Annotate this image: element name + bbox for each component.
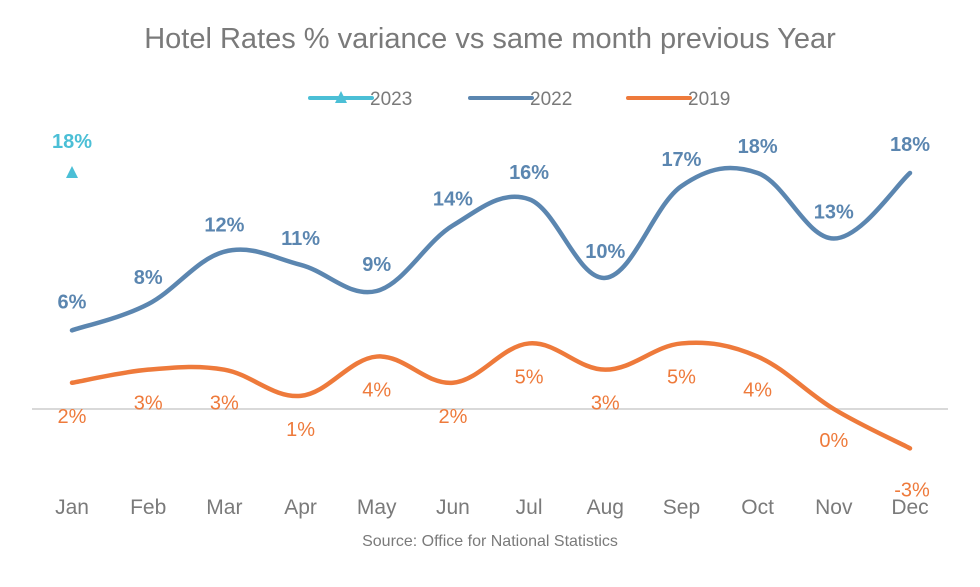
legend-marker-triangle-icon [335, 91, 347, 103]
data-label-2019-jan: 2% [58, 406, 87, 428]
data-label-2022-mar: 12% [204, 215, 244, 237]
x-tick-aug: Aug [587, 496, 624, 519]
data-label-2022-nov: 13% [814, 202, 854, 224]
data-label-2022-aug: 10% [585, 241, 625, 263]
series-layer [66, 165, 913, 451]
data-label-2019-jun: 2% [438, 406, 467, 428]
data-label-2022-jun: 14% [433, 188, 473, 210]
x-axis-ticks: Jan Feb Mar Apr May Jun Jul Aug Sep Oct Nov Dec [55, 496, 929, 519]
data-label-2022-may: 9% [362, 254, 391, 276]
data-label-2022-dec: 18% [890, 134, 930, 156]
data-label-2019-aug: 3% [591, 393, 620, 415]
x-tick-jun: Jun [436, 496, 470, 519]
point-2023-jan [66, 166, 78, 178]
chart-title: Hotel Rates % variance vs same month pre… [144, 23, 836, 55]
data-label-2023-jan: 18% [52, 131, 92, 153]
legend-item-2019: 2019 [626, 89, 730, 110]
x-tick-jul: Jul [516, 496, 543, 519]
data-label-2019-may: 4% [362, 380, 391, 402]
data-label-2019-nov: 0% [819, 430, 848, 452]
data-label-2022-feb: 8% [134, 267, 163, 289]
x-tick-feb: Feb [130, 496, 166, 519]
x-tick-dec: Dec [891, 496, 928, 519]
legend-label-2019: 2019 [688, 89, 730, 110]
data-label-2022-jan: 6% [58, 291, 87, 313]
data-label-2019-mar: 3% [210, 393, 239, 415]
x-tick-apr: Apr [284, 496, 317, 519]
source-note: Source: Office for National Statistics [362, 533, 618, 550]
x-tick-jan: Jan [55, 496, 89, 519]
x-tick-sep: Sep [663, 496, 700, 519]
data-label-2022-jul: 16% [509, 162, 549, 184]
data-label-2019-oct: 4% [743, 380, 772, 402]
data-label-2022-apr: 11% [281, 228, 320, 250]
series-line-2019 [69, 340, 913, 451]
legend: 2023 2022 2019 [308, 89, 730, 110]
x-tick-nov: Nov [815, 496, 853, 519]
x-tick-mar: Mar [206, 496, 242, 519]
data-labels: 18% 6% 8% 12% 11% 9% 14% 16% 10% 17% 18% 13% 18% 2% 3%… [52, 131, 930, 501]
legend-label-2022: 2022 [530, 89, 572, 110]
legend-label-2023: 2023 [370, 89, 412, 110]
data-label-2019-sep: 5% [667, 366, 696, 388]
series-line-2022 [69, 165, 913, 333]
data-label-2019-apr: 1% [286, 419, 315, 441]
legend-item-2022: 2022 [468, 89, 572, 110]
data-label-2019-dec: -3% [894, 479, 930, 501]
legend-item-2023: 2023 [308, 89, 412, 110]
data-label-2022-oct: 18% [738, 136, 778, 158]
x-tick-may: May [357, 496, 397, 519]
data-label-2019-jul: 5% [515, 366, 544, 388]
data-label-2019-feb: 3% [134, 393, 163, 415]
x-tick-oct: Oct [741, 496, 774, 519]
data-label-2022-sep: 17% [661, 149, 701, 171]
